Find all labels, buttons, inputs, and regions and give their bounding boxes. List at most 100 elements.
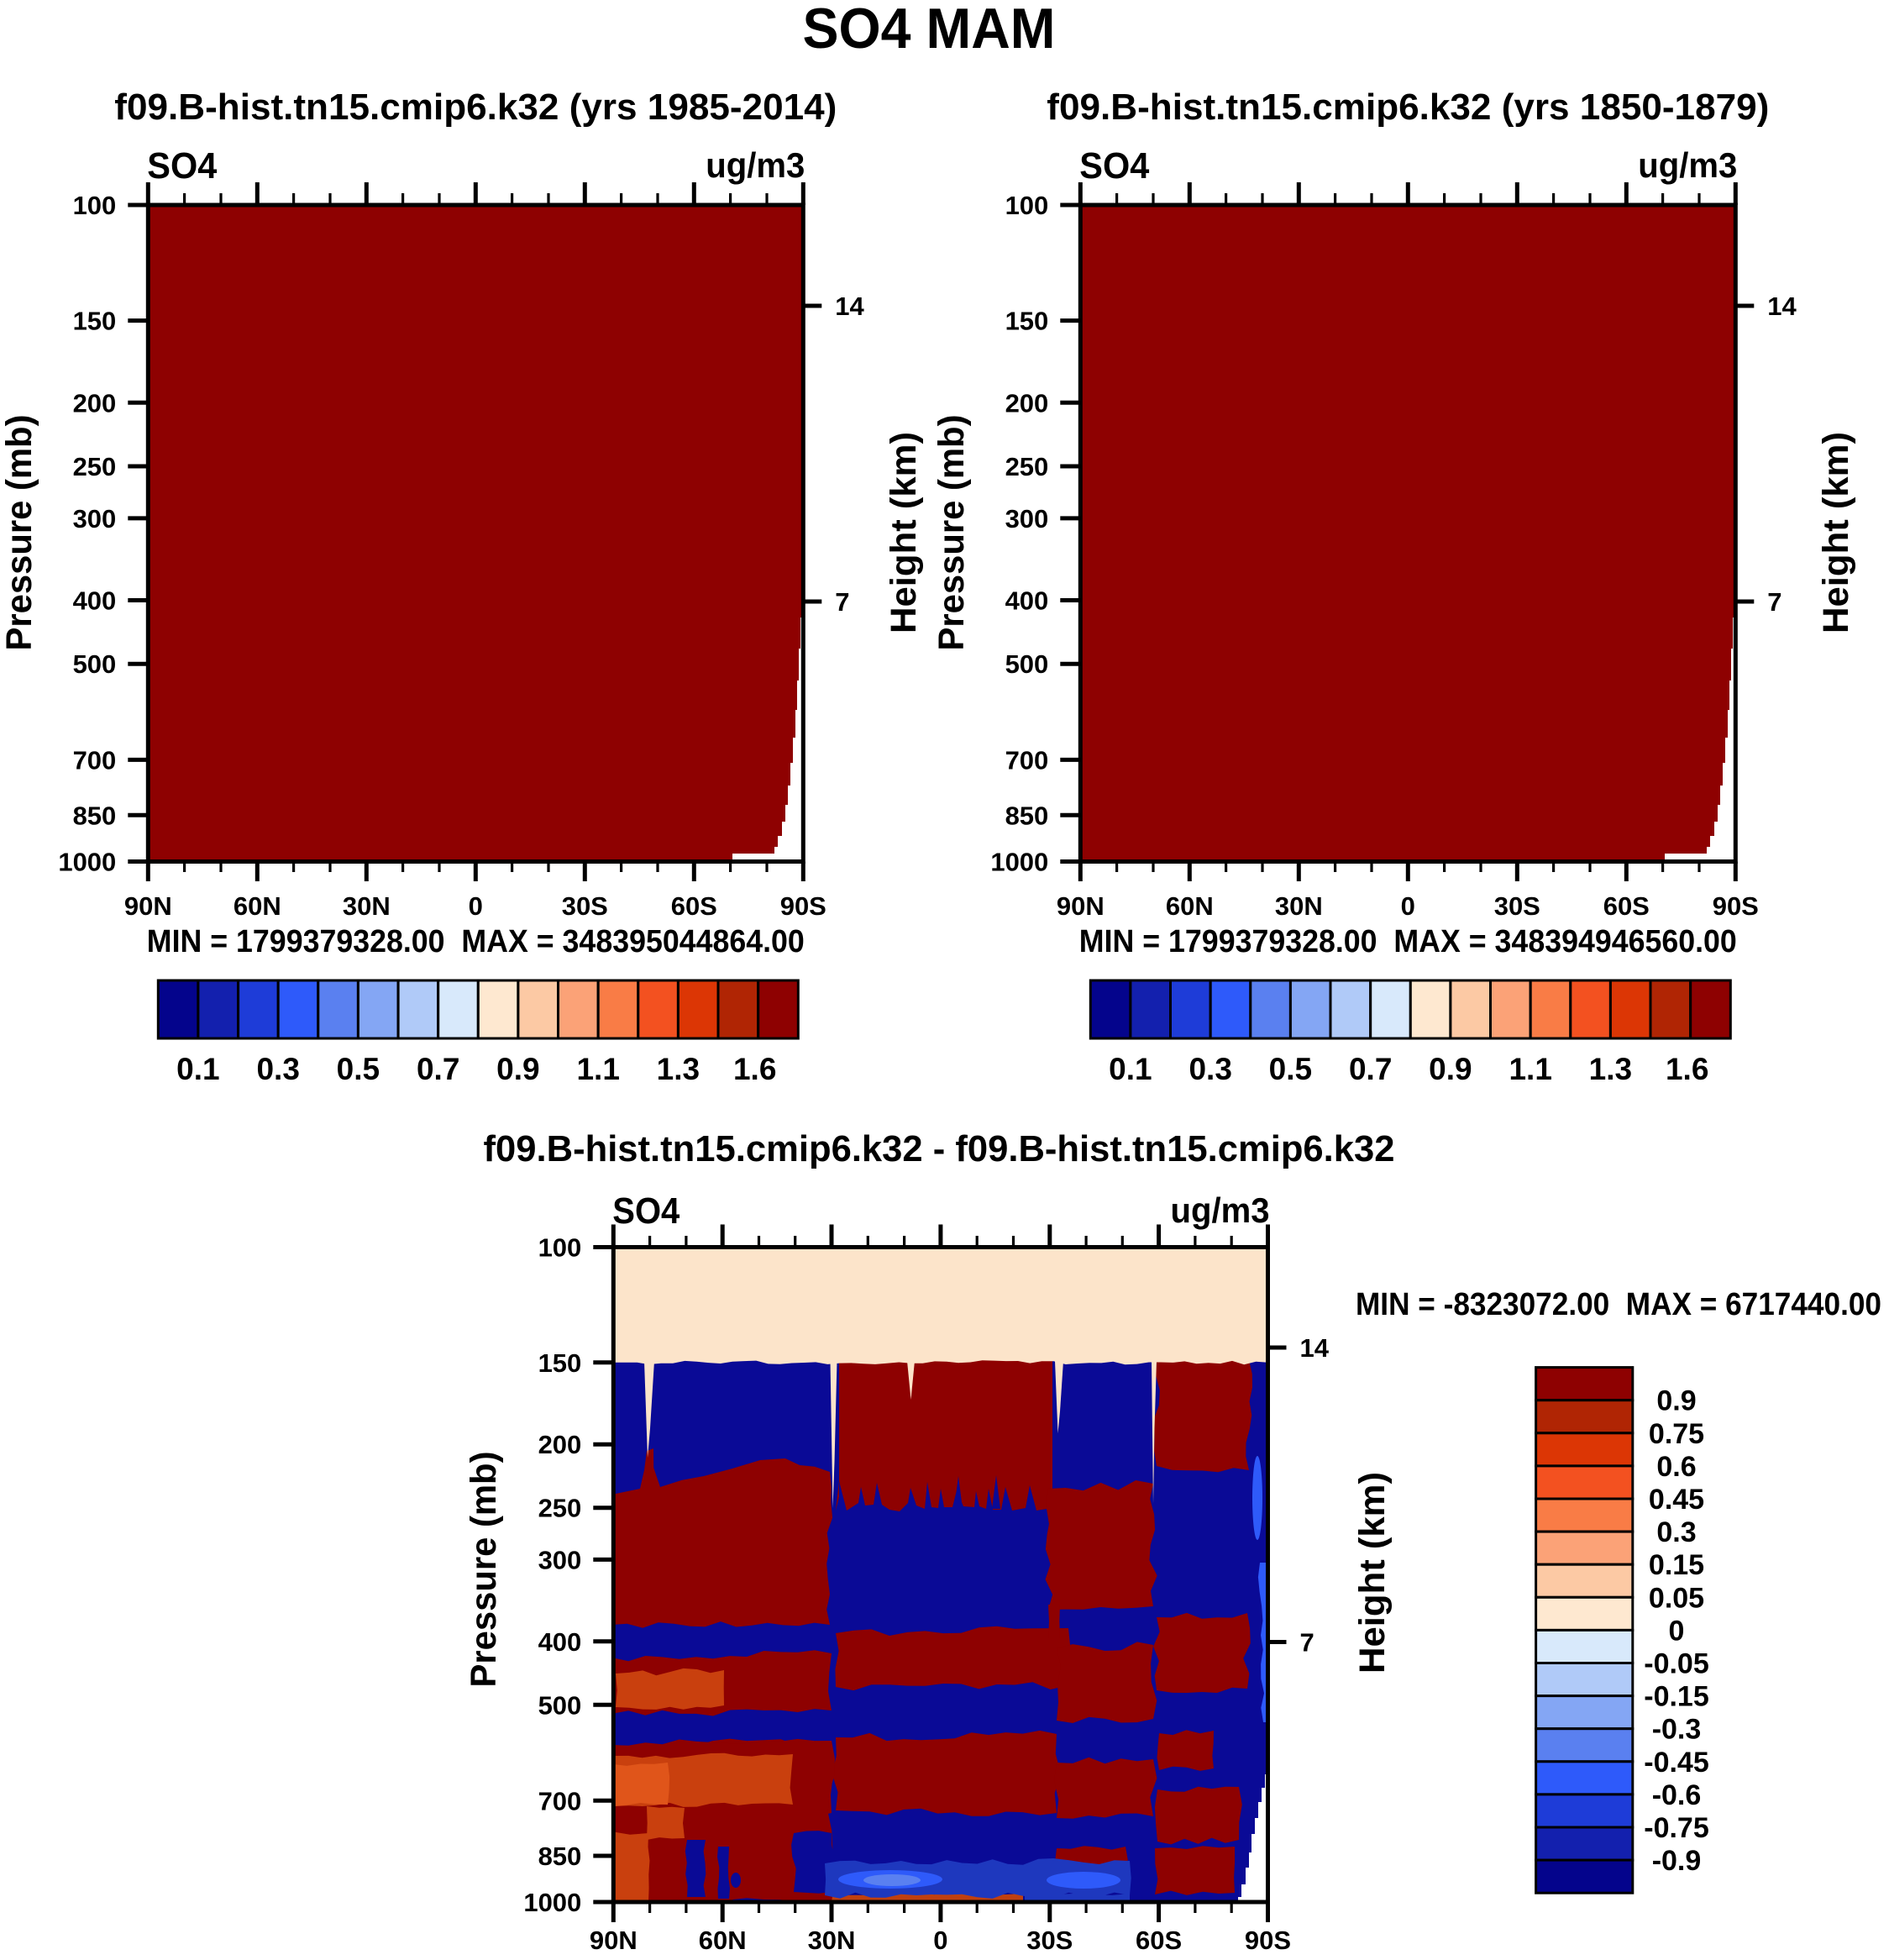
svg-text:0.5: 0.5	[337, 1052, 380, 1086]
svg-text:850: 850	[538, 1842, 582, 1871]
svg-text:200: 200	[1005, 388, 1049, 418]
svg-text:300: 300	[1005, 504, 1049, 533]
svg-text:500: 500	[538, 1690, 582, 1720]
svg-text:0.1: 0.1	[176, 1052, 219, 1086]
svg-text:400: 400	[1005, 586, 1049, 616]
svg-text:60S: 60S	[671, 891, 717, 921]
svg-text:1000: 1000	[990, 848, 1048, 877]
svg-text:MIN = -8323072.00 MAX = 67174: MIN = -8323072.00 MAX = 6717440.00	[1356, 1287, 1881, 1322]
svg-text:60S: 60S	[1136, 1926, 1182, 1955]
svg-text:400: 400	[538, 1627, 582, 1657]
svg-text:0.7: 0.7	[417, 1052, 459, 1086]
svg-text:0.5: 0.5	[1269, 1052, 1312, 1086]
svg-text:250: 250	[538, 1494, 582, 1523]
svg-text:-0.3: -0.3	[1652, 1714, 1702, 1746]
svg-text:0.3: 0.3	[256, 1052, 299, 1086]
svg-text:60N: 60N	[234, 891, 281, 921]
svg-text:0.9: 0.9	[1429, 1052, 1472, 1086]
svg-text:0: 0	[1669, 1615, 1685, 1647]
svg-text:Pressure (mb): Pressure (mb)	[931, 415, 972, 651]
svg-text:SO4: SO4	[1079, 145, 1149, 187]
svg-text:-0.6: -0.6	[1652, 1779, 1702, 1811]
svg-text:150: 150	[538, 1348, 582, 1378]
svg-text:300: 300	[538, 1545, 582, 1574]
svg-text:30S: 30S	[562, 891, 608, 921]
svg-text:90N: 90N	[1057, 891, 1105, 921]
svg-text:14: 14	[1767, 292, 1797, 321]
svg-text:1.1: 1.1	[1509, 1052, 1551, 1086]
svg-text:0.9: 0.9	[1656, 1385, 1696, 1417]
svg-text:60N: 60N	[699, 1926, 747, 1955]
svg-text:-0.45: -0.45	[1644, 1747, 1709, 1779]
svg-text:700: 700	[538, 1786, 582, 1815]
svg-text:-0.9: -0.9	[1652, 1845, 1702, 1877]
svg-text:850: 850	[1005, 801, 1049, 830]
svg-text:700: 700	[73, 745, 117, 775]
svg-text:1000: 1000	[523, 1888, 581, 1917]
svg-text:14: 14	[835, 292, 864, 321]
svg-text:Pressure (mb): Pressure (mb)	[464, 1452, 504, 1688]
svg-text:7: 7	[1300, 1628, 1314, 1658]
svg-text:100: 100	[1005, 191, 1049, 220]
svg-text:f09.B-hist.tn15.cmip6.k32 (yrs: f09.B-hist.tn15.cmip6.k32 (yrs 1850-1879…	[1047, 87, 1769, 128]
svg-text:0.3: 0.3	[1188, 1052, 1231, 1086]
svg-text:0.05: 0.05	[1649, 1582, 1704, 1614]
svg-text:90S: 90S	[1713, 891, 1759, 921]
svg-text:200: 200	[73, 388, 117, 418]
svg-text:SO4: SO4	[612, 1190, 680, 1232]
svg-text:f09.B-hist.tn15.cmip6.k32 (yrs: f09.B-hist.tn15.cmip6.k32 (yrs 1985-2014…	[114, 87, 837, 128]
svg-text:ug/m3: ug/m3	[1638, 145, 1737, 185]
svg-text:7: 7	[835, 587, 849, 617]
svg-text:-0.05: -0.05	[1644, 1648, 1709, 1680]
svg-text:90N: 90N	[124, 891, 172, 921]
svg-text:90N: 90N	[590, 1926, 638, 1955]
svg-text:90S: 90S	[1245, 1926, 1291, 1955]
svg-text:250: 250	[73, 452, 117, 481]
svg-text:-0.15: -0.15	[1644, 1681, 1709, 1713]
svg-text:700: 700	[1005, 745, 1049, 775]
svg-text:300: 300	[73, 504, 117, 533]
svg-text:0.75: 0.75	[1649, 1418, 1704, 1450]
svg-text:0.15: 0.15	[1649, 1549, 1704, 1581]
svg-text:0.9: 0.9	[496, 1052, 539, 1086]
svg-text:30N: 30N	[808, 1926, 856, 1955]
svg-text:1000: 1000	[58, 848, 116, 877]
svg-text:200: 200	[538, 1430, 582, 1459]
svg-text:60N: 60N	[1166, 891, 1214, 921]
svg-text:500: 500	[73, 649, 117, 679]
svg-text:30N: 30N	[1275, 891, 1323, 921]
svg-text:1.3: 1.3	[1589, 1052, 1632, 1086]
svg-text:0.6: 0.6	[1656, 1451, 1696, 1483]
svg-text:1.1: 1.1	[576, 1052, 619, 1086]
svg-text:250: 250	[1005, 452, 1049, 481]
svg-text:SO4: SO4	[147, 145, 217, 187]
svg-text:150: 150	[1005, 307, 1049, 336]
svg-text:7: 7	[1767, 587, 1781, 617]
svg-text:30N: 30N	[343, 891, 391, 921]
svg-text:60S: 60S	[1603, 891, 1650, 921]
svg-text:500: 500	[1005, 649, 1049, 679]
svg-text:Pressure (mb): Pressure (mb)	[0, 415, 39, 651]
svg-text:30S: 30S	[1494, 891, 1540, 921]
svg-text:30S: 30S	[1026, 1926, 1073, 1955]
svg-text:850: 850	[73, 801, 117, 830]
svg-text:1.6: 1.6	[733, 1052, 776, 1086]
svg-text:100: 100	[538, 1233, 582, 1263]
svg-text:150: 150	[73, 307, 117, 336]
svg-text:Height (km): Height (km)	[1816, 432, 1856, 633]
svg-text:0: 0	[933, 1926, 947, 1955]
svg-text:1.6: 1.6	[1666, 1052, 1708, 1086]
svg-text:400: 400	[73, 586, 117, 616]
svg-text:MIN = 1799379328.00 MAX = 348: MIN = 1799379328.00 MAX = 348394946560.0…	[1079, 924, 1737, 959]
svg-text:Height (km): Height (km)	[884, 432, 924, 633]
svg-text:f09.B-hist.tn15.cmip6.k32 - f0: f09.B-hist.tn15.cmip6.k32 - f09.B-hist.t…	[484, 1128, 1395, 1169]
svg-text:0.45: 0.45	[1649, 1484, 1704, 1516]
svg-text:90S: 90S	[780, 891, 826, 921]
svg-text:0: 0	[469, 891, 483, 921]
svg-text:0: 0	[1401, 891, 1415, 921]
svg-text:0.1: 0.1	[1109, 1052, 1152, 1086]
svg-text:14: 14	[1300, 1333, 1330, 1363]
svg-text:Height (km): Height (km)	[1352, 1472, 1393, 1674]
svg-text:0.3: 0.3	[1656, 1516, 1696, 1548]
svg-text:ug/m3: ug/m3	[1171, 1190, 1270, 1230]
